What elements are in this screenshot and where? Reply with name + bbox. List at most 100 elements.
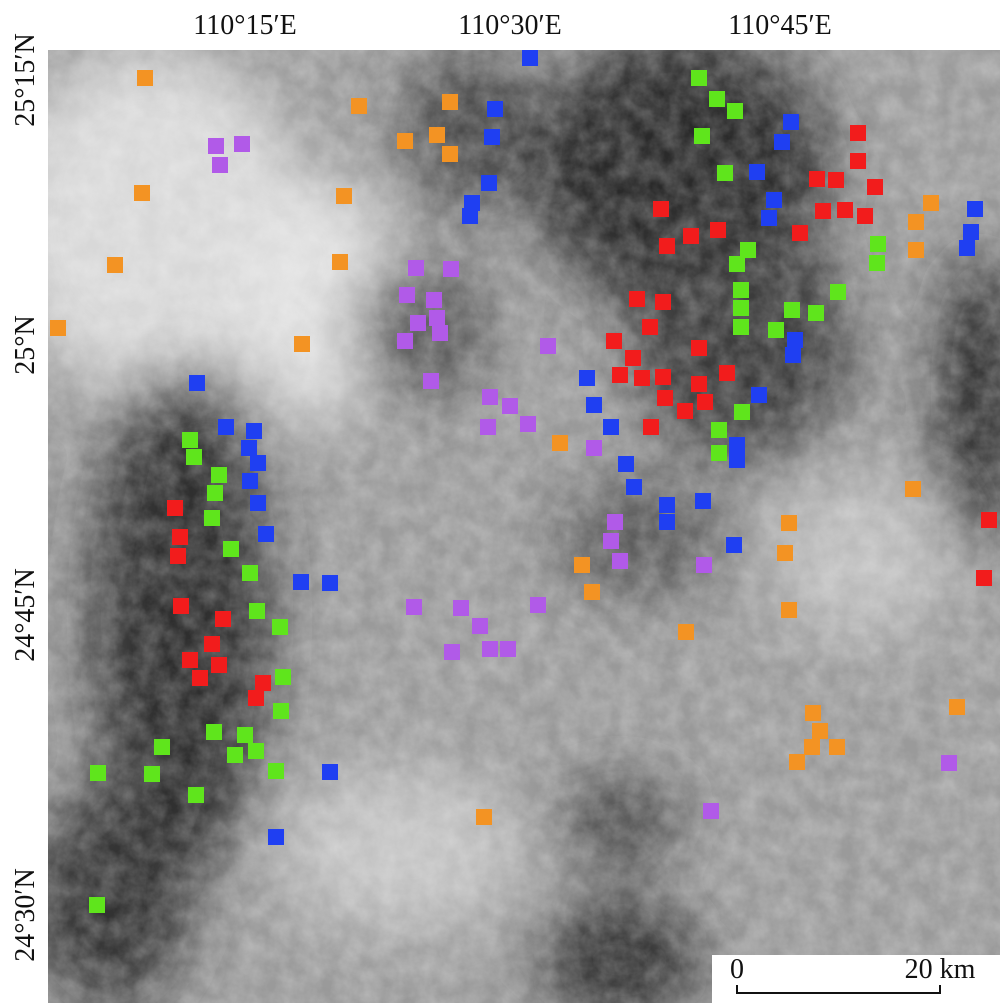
site-marker [89,897,105,913]
site-marker [976,570,992,586]
site-marker [642,319,658,335]
site-marker [967,201,983,217]
site-marker [480,419,496,435]
site-marker [429,310,445,326]
site-marker [653,201,669,217]
site-marker [850,153,866,169]
site-marker [729,256,745,272]
site-marker [941,755,957,771]
site-marker [426,292,442,308]
site-marker [212,157,228,173]
site-marker [703,803,719,819]
site-marker [867,179,883,195]
site-marker [234,136,250,152]
site-marker [464,195,480,211]
site-marker [659,514,675,530]
site-marker [399,287,415,303]
site-marker [729,437,745,453]
site-marker [242,565,258,581]
site-marker [192,670,208,686]
site-marker [186,449,202,465]
site-marker [218,419,234,435]
site-marker [830,284,846,300]
site-marker [908,242,924,258]
site-marker [963,224,979,240]
site-marker [248,743,264,759]
site-marker [250,495,266,511]
site-marker [444,644,460,660]
site-marker [397,133,413,149]
site-marker [462,208,478,224]
site-marker [949,699,965,715]
site-marker [781,515,797,531]
site-marker [410,315,426,331]
site-marker [870,236,886,252]
site-marker [766,192,782,208]
site-marker [869,255,885,271]
site-marker [397,333,413,349]
site-marker [204,510,220,526]
site-marker [691,340,707,356]
site-marker [322,575,338,591]
site-marker [332,254,348,270]
site-marker [482,389,498,405]
site-marker [336,188,352,204]
site-marker [603,533,619,549]
site-marker [768,322,784,338]
site-marker [442,146,458,162]
site-marker [629,291,645,307]
site-marker [530,597,546,613]
site-marker [442,94,458,110]
site-marker [144,766,160,782]
site-marker [182,432,198,448]
site-marker [294,336,310,352]
y-label: 24°30′N [10,868,41,962]
site-marker [719,365,735,381]
site-marker [774,134,790,150]
x-label: 110°15′E [193,10,296,41]
site-marker [781,602,797,618]
site-marker [677,403,693,419]
site-marker [733,300,749,316]
site-marker [612,367,628,383]
site-marker [522,50,538,66]
site-marker [809,171,825,187]
site-marker [408,260,424,276]
site-marker [734,404,750,420]
site-marker [579,370,595,386]
site-marker [272,619,288,635]
site-marker [322,764,338,780]
site-marker [607,514,623,530]
site-marker [711,445,727,461]
y-label: 24°45′N [10,568,41,662]
site-marker [476,809,492,825]
site-marker [711,422,727,438]
site-marker [710,222,726,238]
site-marker [173,598,189,614]
site-marker [167,500,183,516]
site-marker [691,70,707,86]
x-label: 110°30′E [458,10,561,41]
site-marker [268,829,284,845]
scale-end: 20 km [905,954,976,985]
site-markers [50,50,997,913]
site-marker [655,369,671,385]
site-marker [837,202,853,218]
site-marker [242,473,258,489]
site-marker [981,512,997,528]
site-marker [90,765,106,781]
site-marker [182,652,198,668]
site-marker [241,440,257,456]
site-marker [625,350,641,366]
site-marker [172,529,188,545]
site-marker [606,333,622,349]
site-marker [717,165,733,181]
site-marker [785,347,801,363]
site-marker [694,128,710,144]
site-marker [603,419,619,435]
site-marker [215,611,231,627]
site-marker [137,70,153,86]
site-marker [740,242,756,258]
site-marker [709,91,725,107]
site-marker [586,440,602,456]
